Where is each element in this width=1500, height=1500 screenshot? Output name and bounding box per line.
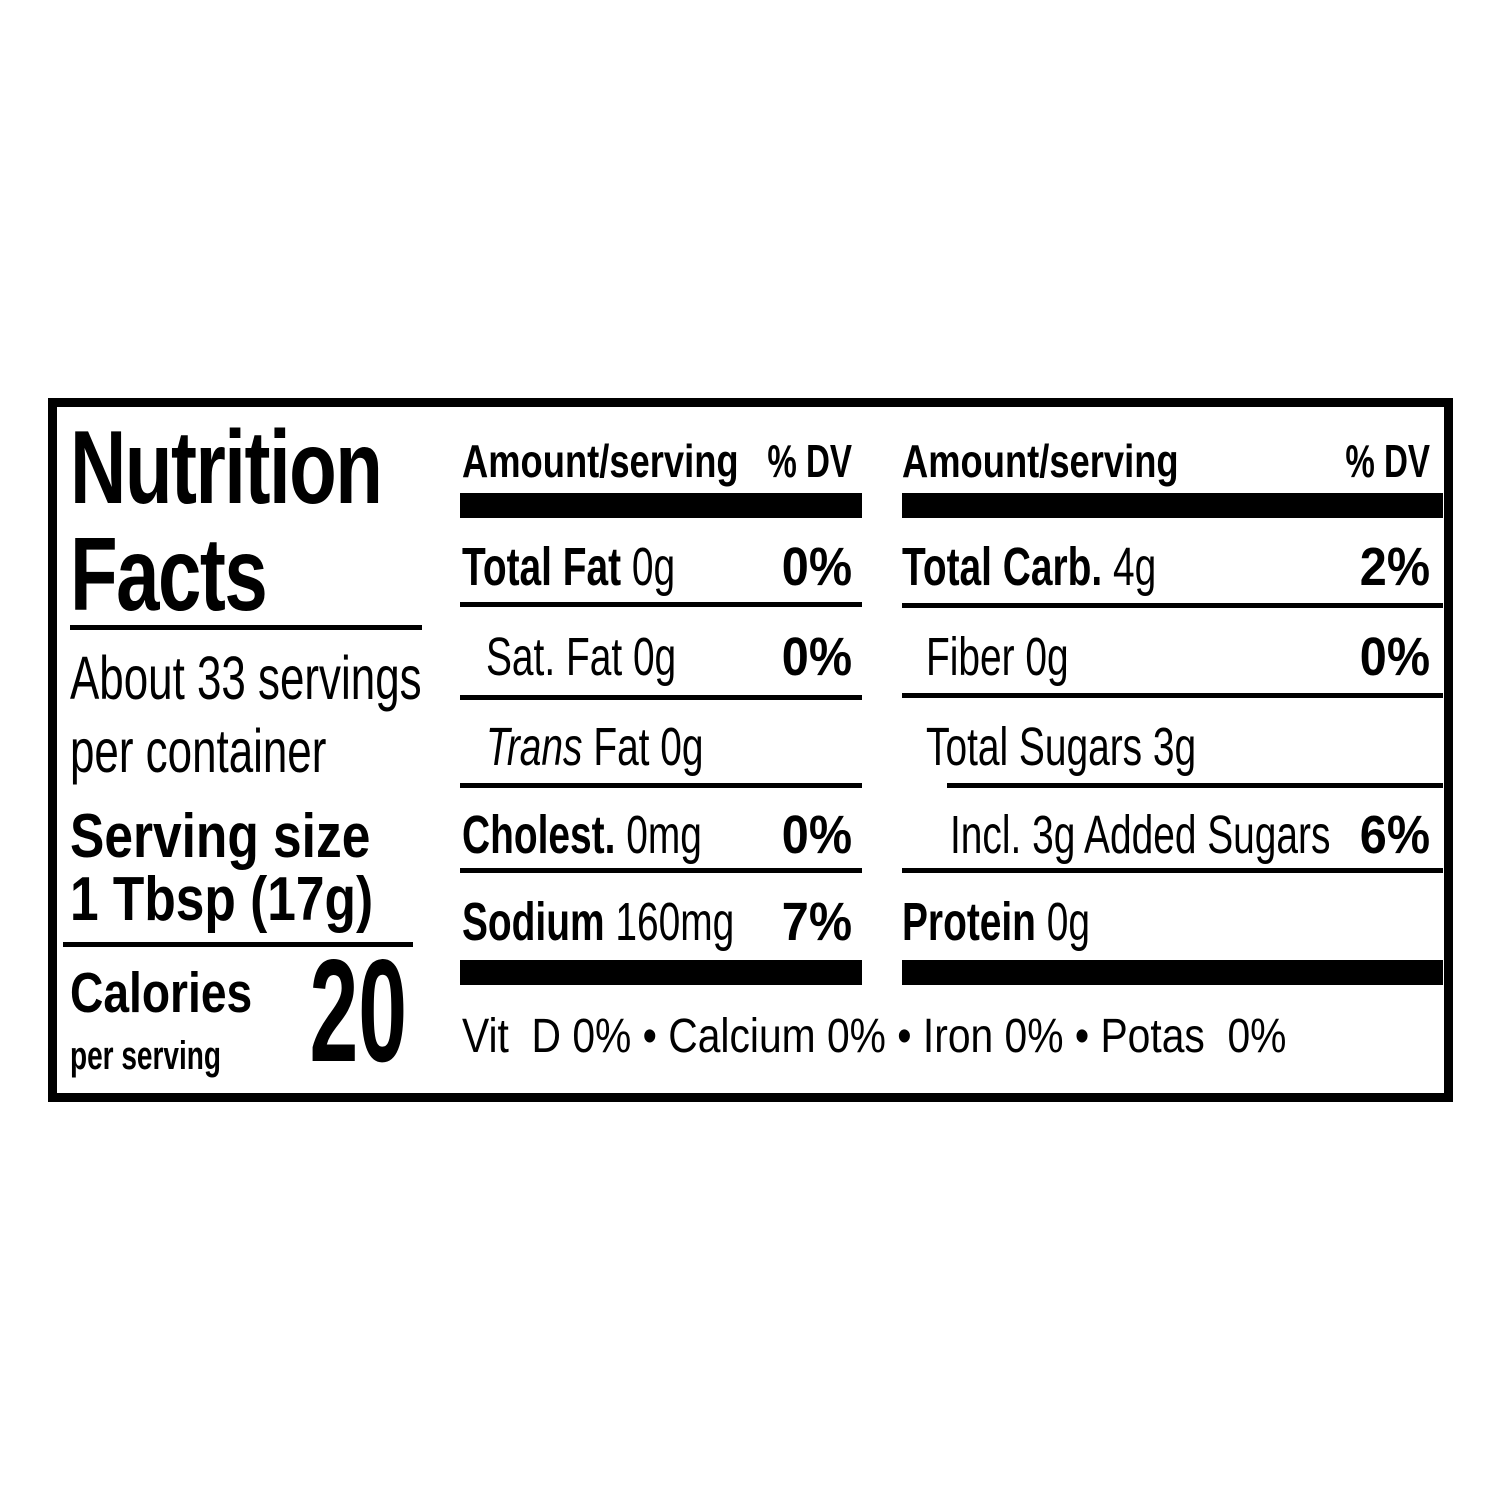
row-added-sugars-dv: 6% — [1359, 805, 1430, 865]
divider-right-3-indented — [947, 783, 1443, 788]
amount-header-middle: Amount/serving — [462, 435, 739, 487]
calories-sublabel: per serving — [70, 1034, 221, 1078]
row-protein-name: Protein 0g — [902, 892, 1091, 952]
divider-middle-2 — [460, 695, 862, 700]
calories-value: 20 — [309, 929, 407, 1092]
row-sat-fat-name: Sat. Fat 0g — [486, 627, 677, 687]
nutrition-label-panel: Nutrition Facts About 33 servings per co… — [48, 398, 1453, 1102]
row-total-fat: Total Fat 0g 0% — [462, 536, 862, 606]
title-line-2: Facts — [70, 517, 268, 633]
amount-header-right: Amount/serving — [902, 435, 1179, 487]
divider-right-2 — [902, 693, 1443, 698]
divider-middle-1 — [460, 602, 862, 607]
row-added-sugars-name: Incl. 3g Added Sugars — [950, 805, 1331, 865]
row-total-carb: Total Carb. 4g 2% — [902, 536, 1443, 606]
row-fiber: Fiber 0g 0% — [902, 626, 1443, 696]
dv-header-middle: % DV — [767, 435, 852, 487]
serving-size: Serving size 1 Tbsp (17g) — [70, 805, 373, 931]
serving-size-value: 1 Tbsp (17g) — [70, 865, 374, 934]
row-total-sugars-name: Total Sugars 3g — [926, 717, 1197, 777]
divider-right-4 — [902, 868, 1443, 873]
row-total-fat-name: Total Fat 0g — [462, 537, 676, 597]
row-sodium-dv: 7% — [781, 892, 852, 952]
thick-rule-right-top — [902, 493, 1443, 518]
vitamins-minerals-footer: Vit D 0% • Calcium 0% • Iron 0% • Potas … — [462, 1010, 1287, 1063]
row-total-carb-dv: 2% — [1359, 537, 1430, 597]
dv-header-right: % DV — [1345, 435, 1430, 487]
divider-right-1 — [902, 603, 1443, 608]
thick-rule-middle-bottom — [460, 960, 862, 985]
title-line-1: Nutrition — [70, 410, 383, 526]
divider-middle-4 — [460, 868, 862, 873]
divider-under-title — [70, 625, 422, 630]
row-sat-fat-dv: 0% — [781, 627, 852, 687]
row-trans-fat-name: Trans Fat 0g — [486, 717, 704, 777]
row-fiber-name: Fiber 0g — [926, 627, 1069, 687]
thick-rule-middle-top — [460, 493, 862, 518]
row-cholesterol-dv: 0% — [781, 805, 852, 865]
serving-size-label: Serving size — [70, 802, 371, 871]
nutrition-facts-title: Nutrition Facts — [70, 410, 383, 633]
servings-line-2: per container — [70, 717, 327, 785]
row-total-fat-dv: 0% — [781, 537, 852, 597]
divider-middle-3 — [460, 783, 862, 788]
thick-rule-right-bottom — [902, 960, 1443, 985]
row-sat-fat: Sat. Fat 0g 0% — [462, 626, 862, 696]
row-total-sugars: Total Sugars 3g — [902, 716, 1443, 786]
calories-label: Calories — [70, 961, 253, 1025]
servings-per-container: About 33 servings per container — [70, 642, 422, 788]
row-added-sugars: Incl. 3g Added Sugars 6% — [902, 804, 1443, 874]
row-cholesterol: Cholest. 0mg 0% — [462, 804, 862, 874]
row-total-carb-name: Total Carb. 4g — [902, 537, 1157, 597]
row-sodium-name: Sodium 160mg — [462, 892, 735, 952]
row-cholesterol-name: Cholest. 0mg — [462, 805, 702, 865]
divider-under-serving-size — [63, 942, 413, 947]
row-sodium: Sodium 160mg 7% — [462, 891, 862, 961]
row-fiber-dv: 0% — [1359, 627, 1430, 687]
row-trans-fat: Trans Fat 0g — [462, 716, 862, 786]
servings-line-1: About 33 servings — [70, 644, 422, 712]
row-protein: Protein 0g — [902, 891, 1443, 961]
